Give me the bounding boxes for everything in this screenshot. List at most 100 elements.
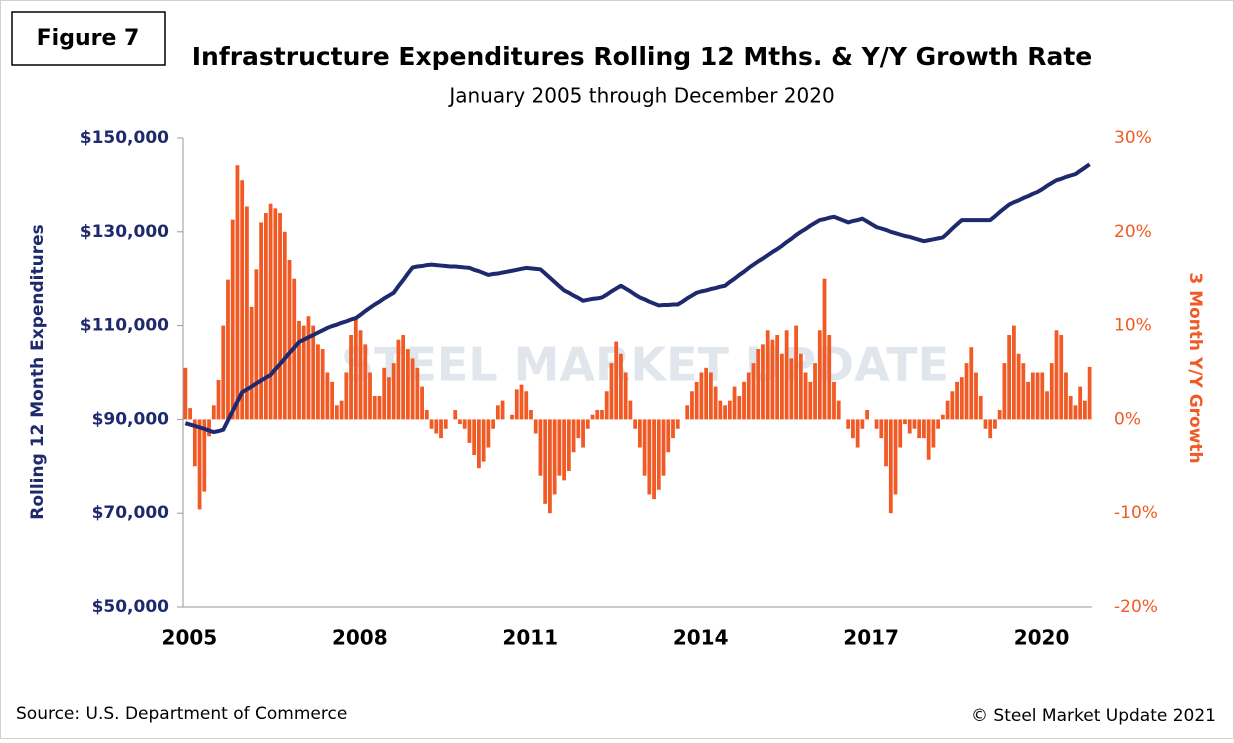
bar: [822, 278, 827, 420]
bar: [865, 410, 870, 420]
bar: [637, 419, 642, 448]
bar: [486, 419, 491, 448]
y-axis-title: Rolling 12 Month Expenditures: [28, 224, 48, 520]
y2-axis-title: 3 Month Y/Y Growth: [1185, 272, 1205, 463]
bar: [898, 419, 903, 448]
bar: [585, 419, 590, 429]
bar: [789, 358, 794, 420]
bar: [813, 363, 817, 420]
bar: [500, 400, 505, 420]
bar: [751, 363, 756, 420]
bar: [784, 330, 789, 420]
bar: [922, 419, 926, 439]
bar: [434, 419, 439, 434]
bar: [1030, 372, 1035, 420]
bar: [358, 330, 363, 420]
bar: [221, 325, 226, 420]
y2-tick-label: -10%: [1114, 503, 1158, 523]
bar: [226, 279, 230, 420]
bar: [557, 419, 562, 476]
bar: [874, 419, 879, 429]
bar: [1059, 334, 1064, 420]
bar: [183, 367, 188, 420]
bar: [353, 318, 358, 420]
bar: [424, 410, 429, 420]
bar: [510, 414, 514, 420]
bar: [197, 419, 202, 510]
bar: [477, 419, 481, 469]
bar: [566, 419, 571, 471]
bar: [230, 219, 235, 420]
bar: [642, 419, 647, 476]
x-tick-label: 2014: [673, 626, 729, 650]
bar: [420, 386, 424, 420]
bar: [604, 391, 609, 420]
y-tick-label: $110,000: [80, 316, 169, 336]
bar: [1011, 325, 1016, 420]
bar: [708, 372, 713, 420]
bar: [590, 414, 595, 420]
bar: [562, 419, 567, 481]
bar: [472, 419, 477, 456]
bar: [647, 419, 652, 495]
bar: [699, 372, 704, 420]
y2-tick-label: 20%: [1114, 222, 1152, 242]
bar: [860, 419, 865, 429]
bar: [609, 363, 614, 420]
bar: [330, 381, 335, 420]
bar: [1035, 372, 1040, 420]
bar: [888, 419, 893, 514]
bar: [192, 419, 197, 467]
bar: [912, 419, 917, 429]
bar: [443, 419, 448, 429]
bar: [581, 419, 585, 448]
bar: [202, 419, 207, 492]
bar: [770, 339, 775, 420]
bar: [694, 381, 699, 420]
bar: [207, 419, 211, 437]
figure-label: Figure 7: [37, 26, 140, 51]
bar: [396, 339, 401, 420]
bar: [1083, 400, 1087, 420]
bar: [533, 419, 538, 434]
bar: [614, 341, 619, 420]
bar: [746, 372, 751, 420]
x-tick-label: 2017: [843, 626, 899, 650]
bar: [808, 381, 813, 420]
bar: [798, 353, 803, 420]
x-tick-label: 2008: [332, 626, 388, 650]
bar: [983, 419, 988, 429]
bar: [978, 395, 983, 420]
bar: [1026, 381, 1030, 420]
bar: [846, 419, 851, 429]
bar: [325, 372, 330, 420]
bar: [245, 206, 249, 420]
bar: [671, 419, 675, 439]
bar: [893, 419, 898, 495]
y-tick-label: $130,000: [80, 222, 169, 242]
bar: [623, 372, 628, 420]
bar: [955, 381, 959, 420]
bar: [1078, 386, 1083, 420]
bar: [884, 419, 888, 467]
bar: [273, 208, 278, 420]
bar: [334, 405, 339, 420]
bar: [254, 269, 259, 420]
bar: [524, 391, 529, 420]
bar: [959, 377, 964, 420]
x-tick-label: 2005: [162, 626, 218, 650]
bar: [415, 367, 420, 420]
bar: [495, 405, 500, 420]
bar: [287, 259, 292, 420]
bar: [458, 419, 462, 425]
source: Source: U.S. Department of Commerce: [16, 704, 347, 724]
bar: [211, 405, 216, 420]
bar: [832, 381, 836, 420]
bar: [410, 358, 415, 420]
bar: [1049, 363, 1054, 420]
bar: [368, 372, 372, 420]
bar: [235, 165, 240, 420]
bar: [732, 386, 737, 420]
bar: [936, 419, 941, 429]
